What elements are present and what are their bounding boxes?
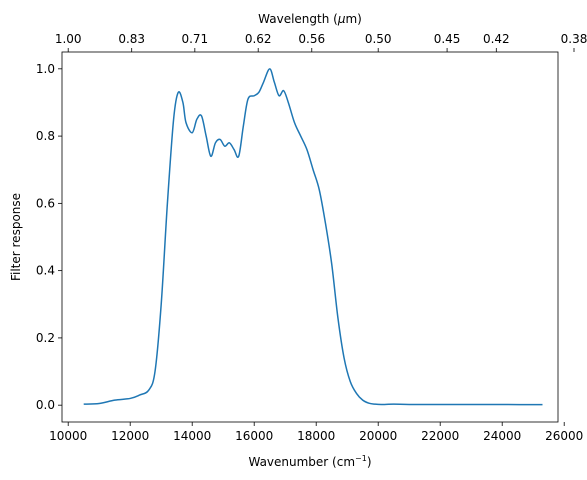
y-tick-label: 1.0 xyxy=(36,62,55,76)
x-axis-label: Wavenumber (cm−1) xyxy=(248,454,371,469)
x-tick-label: 16000 xyxy=(235,429,273,443)
x-tick-label: 18000 xyxy=(297,429,335,443)
y-tick-label: 0.4 xyxy=(36,264,55,278)
top-axis-ticks: 1.00 0.83 0.71 0.62 0.56 0.50 0.45 0.42 0.38 xyxy=(55,32,587,52)
x-tick-label: 26000 xyxy=(545,429,583,443)
top-tick-label: 0.83 xyxy=(118,32,145,46)
y-tick-label: 0.2 xyxy=(36,331,55,345)
x-axis-ticks: 10000 12000 14000 16000 18000 20000 22000 24000… xyxy=(49,422,583,443)
y-axis-label: Filter response xyxy=(9,193,23,281)
x-tick-label: 14000 xyxy=(173,429,211,443)
x-tick-label: 24000 xyxy=(483,429,521,443)
top-tick-label: 0.71 xyxy=(181,32,208,46)
top-tick-label: 1.00 xyxy=(55,32,82,46)
x-tick-label: 20000 xyxy=(359,429,397,443)
top-tick-label: 0.62 xyxy=(245,32,272,46)
plot-area xyxy=(62,52,558,422)
y-tick-label: 0.6 xyxy=(36,196,55,210)
top-tick-label: 0.56 xyxy=(298,32,325,46)
top-tick-label: 0.50 xyxy=(365,32,392,46)
x-tick-label: 22000 xyxy=(421,429,459,443)
y-tick-label: 0.0 xyxy=(36,398,55,412)
y-tick-label: 0.8 xyxy=(36,129,55,143)
plot-frame xyxy=(61,51,559,423)
top-tick-label: 0.45 xyxy=(434,32,461,46)
y-axis-ticks: 0.0 0.2 0.4 0.6 0.8 1.0 xyxy=(36,62,62,412)
filter-response-line xyxy=(83,68,543,406)
top-axis-label: Wavelength (μm) xyxy=(258,12,362,26)
x-tick-label: 12000 xyxy=(111,429,149,443)
top-tick-label: 0.38 xyxy=(561,32,587,46)
top-tick-label: 0.42 xyxy=(483,32,510,46)
x-tick-label: 10000 xyxy=(49,429,87,443)
